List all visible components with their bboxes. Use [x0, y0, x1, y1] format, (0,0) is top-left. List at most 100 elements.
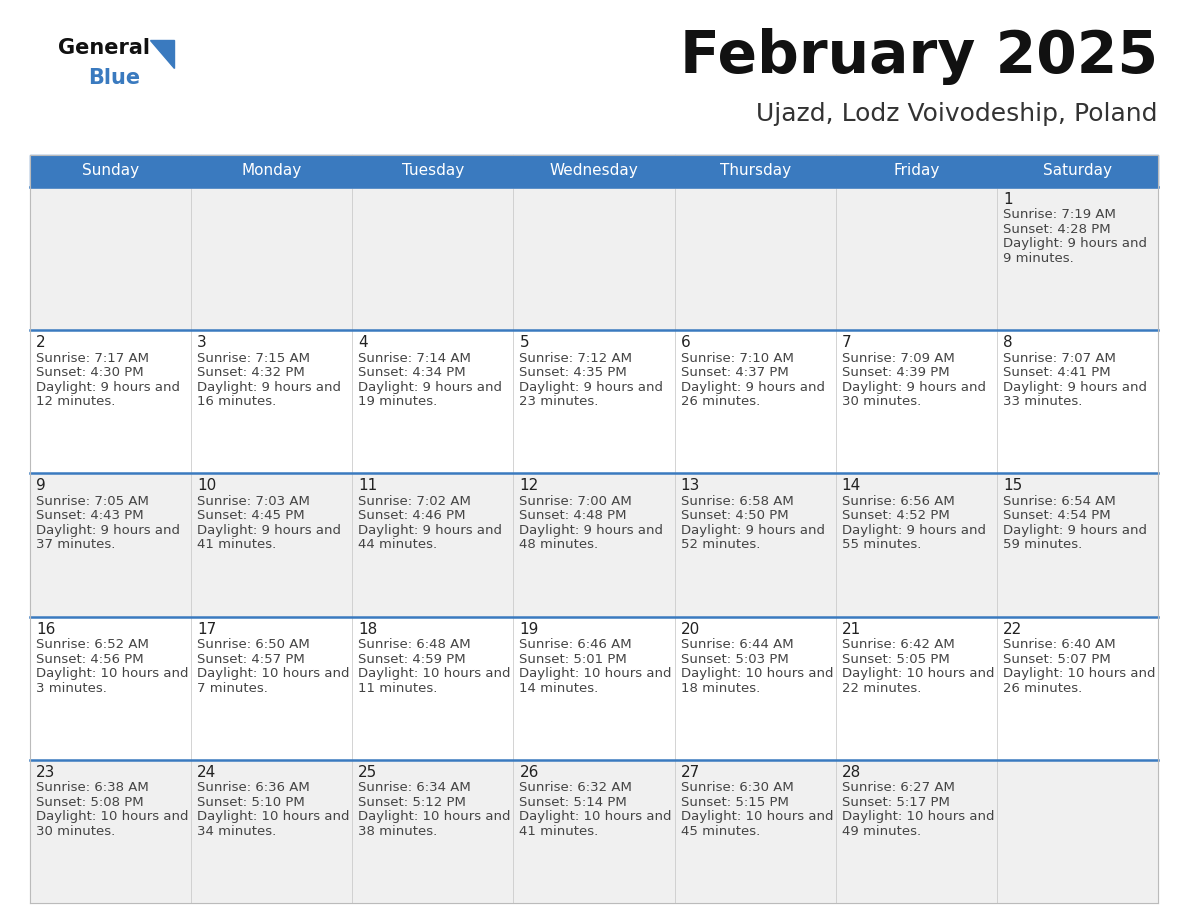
Text: Sunset: 4:43 PM: Sunset: 4:43 PM [36, 509, 144, 522]
Text: Daylight: 9 hours and: Daylight: 9 hours and [36, 524, 181, 537]
Text: Sunrise: 7:10 AM: Sunrise: 7:10 AM [681, 352, 794, 364]
Text: Sunrise: 6:40 AM: Sunrise: 6:40 AM [1003, 638, 1116, 651]
Text: Sunrise: 7:15 AM: Sunrise: 7:15 AM [197, 352, 310, 364]
Bar [353, 155, 513, 187]
Text: Daylight: 10 hours and: Daylight: 10 hours and [359, 667, 511, 680]
Text: Sunset: 4:52 PM: Sunset: 4:52 PM [842, 509, 949, 522]
Text: 30 minutes.: 30 minutes. [842, 396, 921, 409]
Text: February 2025: February 2025 [680, 28, 1158, 85]
Text: 14 minutes.: 14 minutes. [519, 681, 599, 695]
Text: Sunset: 5:14 PM: Sunset: 5:14 PM [519, 796, 627, 809]
Text: 49 minutes.: 49 minutes. [842, 824, 921, 838]
Text: Sunrise: 6:38 AM: Sunrise: 6:38 AM [36, 781, 148, 794]
Text: Sunset: 4:57 PM: Sunset: 4:57 PM [197, 653, 305, 666]
Text: Sunset: 4:28 PM: Sunset: 4:28 PM [1003, 223, 1111, 236]
Text: Daylight: 10 hours and: Daylight: 10 hours and [681, 667, 833, 680]
Text: Daylight: 10 hours and: Daylight: 10 hours and [36, 667, 189, 680]
Text: 28: 28 [842, 765, 861, 779]
Bar [30, 330, 1158, 474]
Text: 38 minutes.: 38 minutes. [359, 824, 437, 838]
Text: 37 minutes.: 37 minutes. [36, 538, 115, 552]
Text: Sunset: 5:07 PM: Sunset: 5:07 PM [1003, 653, 1111, 666]
Text: Sunrise: 7:00 AM: Sunrise: 7:00 AM [519, 495, 632, 508]
Text: Daylight: 9 hours and: Daylight: 9 hours and [197, 381, 341, 394]
Text: 45 minutes.: 45 minutes. [681, 824, 760, 838]
Text: Sunset: 4:34 PM: Sunset: 4:34 PM [359, 366, 466, 379]
Text: Sunrise: 7:07 AM: Sunrise: 7:07 AM [1003, 352, 1116, 364]
Text: 11: 11 [359, 478, 378, 493]
Text: 4: 4 [359, 335, 368, 350]
Text: Friday: Friday [893, 163, 940, 178]
Text: 27: 27 [681, 765, 700, 779]
Text: 26: 26 [519, 765, 539, 779]
Text: Sunset: 4:46 PM: Sunset: 4:46 PM [359, 509, 466, 522]
Text: 12: 12 [519, 478, 538, 493]
Text: General: General [58, 38, 150, 58]
Text: 21: 21 [842, 621, 861, 636]
Text: 18 minutes.: 18 minutes. [681, 681, 760, 695]
Text: Sunrise: 6:58 AM: Sunrise: 6:58 AM [681, 495, 794, 508]
Text: 10: 10 [197, 478, 216, 493]
Text: 15: 15 [1003, 478, 1022, 493]
Text: Daylight: 9 hours and: Daylight: 9 hours and [197, 524, 341, 537]
Text: Ujazd, Lodz Voivodeship, Poland: Ujazd, Lodz Voivodeship, Poland [757, 102, 1158, 126]
Text: Daylight: 10 hours and: Daylight: 10 hours and [681, 811, 833, 823]
Text: Saturday: Saturday [1043, 163, 1112, 178]
Bar [835, 155, 997, 187]
Text: Sunrise: 7:14 AM: Sunrise: 7:14 AM [359, 352, 472, 364]
Bar [513, 155, 675, 187]
Text: 8: 8 [1003, 335, 1012, 350]
Text: Daylight: 10 hours and: Daylight: 10 hours and [519, 811, 672, 823]
Text: Daylight: 9 hours and: Daylight: 9 hours and [359, 524, 503, 537]
Text: Sunset: 5:01 PM: Sunset: 5:01 PM [519, 653, 627, 666]
Text: 20: 20 [681, 621, 700, 636]
Text: 16 minutes.: 16 minutes. [197, 396, 277, 409]
Text: Daylight: 10 hours and: Daylight: 10 hours and [36, 811, 189, 823]
Text: 9 minutes.: 9 minutes. [1003, 252, 1074, 265]
Text: Daylight: 9 hours and: Daylight: 9 hours and [1003, 524, 1146, 537]
Bar [30, 760, 1158, 903]
Text: Tuesday: Tuesday [402, 163, 465, 178]
Text: Sunset: 4:35 PM: Sunset: 4:35 PM [519, 366, 627, 379]
Text: Sunset: 5:05 PM: Sunset: 5:05 PM [842, 653, 949, 666]
Text: Blue: Blue [88, 68, 140, 88]
Text: Monday: Monday [241, 163, 302, 178]
Text: Daylight: 9 hours and: Daylight: 9 hours and [1003, 381, 1146, 394]
Text: Sunrise: 6:34 AM: Sunrise: 6:34 AM [359, 781, 470, 794]
Text: 14: 14 [842, 478, 861, 493]
Text: Daylight: 10 hours and: Daylight: 10 hours and [1003, 667, 1156, 680]
Text: 16: 16 [36, 621, 56, 636]
Bar [30, 155, 191, 187]
Text: Wednesday: Wednesday [550, 163, 638, 178]
Text: Sunrise: 6:54 AM: Sunrise: 6:54 AM [1003, 495, 1116, 508]
Text: Daylight: 10 hours and: Daylight: 10 hours and [197, 811, 349, 823]
Text: Sunset: 5:08 PM: Sunset: 5:08 PM [36, 796, 144, 809]
Text: Sunset: 5:15 PM: Sunset: 5:15 PM [681, 796, 789, 809]
Text: Daylight: 9 hours and: Daylight: 9 hours and [681, 524, 824, 537]
Text: Sunrise: 7:05 AM: Sunrise: 7:05 AM [36, 495, 148, 508]
Text: 23 minutes.: 23 minutes. [519, 396, 599, 409]
Text: Sunset: 4:37 PM: Sunset: 4:37 PM [681, 366, 789, 379]
Text: Sunset: 5:12 PM: Sunset: 5:12 PM [359, 796, 466, 809]
Text: 19 minutes.: 19 minutes. [359, 396, 437, 409]
Bar [997, 155, 1158, 187]
Text: Sunset: 4:45 PM: Sunset: 4:45 PM [197, 509, 305, 522]
Polygon shape [150, 40, 173, 68]
Text: 33 minutes.: 33 minutes. [1003, 396, 1082, 409]
Text: Daylight: 9 hours and: Daylight: 9 hours and [842, 524, 986, 537]
Text: 24: 24 [197, 765, 216, 779]
Bar [191, 155, 353, 187]
Text: Sunset: 4:39 PM: Sunset: 4:39 PM [842, 366, 949, 379]
Text: 7: 7 [842, 335, 852, 350]
Text: Sunset: 4:59 PM: Sunset: 4:59 PM [359, 653, 466, 666]
Text: 52 minutes.: 52 minutes. [681, 538, 760, 552]
Text: Daylight: 9 hours and: Daylight: 9 hours and [519, 524, 663, 537]
Bar [30, 474, 1158, 617]
Text: 59 minutes.: 59 minutes. [1003, 538, 1082, 552]
Text: Sunset: 5:17 PM: Sunset: 5:17 PM [842, 796, 949, 809]
Text: 44 minutes.: 44 minutes. [359, 538, 437, 552]
Text: Sunset: 5:03 PM: Sunset: 5:03 PM [681, 653, 789, 666]
Text: 41 minutes.: 41 minutes. [519, 824, 599, 838]
Text: Sunrise: 6:52 AM: Sunrise: 6:52 AM [36, 638, 148, 651]
Text: 55 minutes.: 55 minutes. [842, 538, 921, 552]
